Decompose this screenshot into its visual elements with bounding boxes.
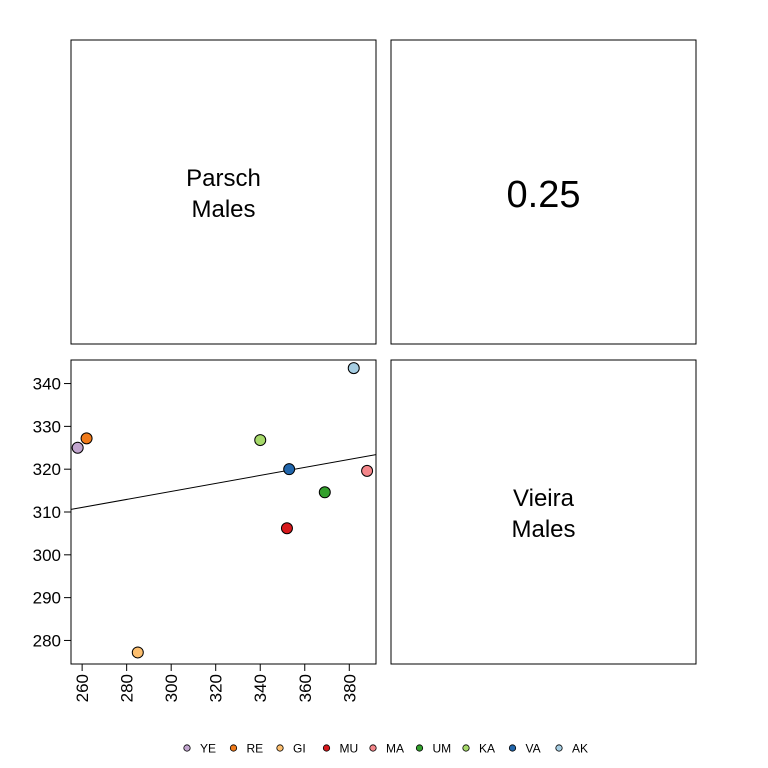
- legend-marker-um: [415, 744, 424, 752]
- point-ak: [347, 362, 360, 375]
- legend-label-va: VA: [526, 742, 541, 756]
- y-tick-label-340: 340: [33, 375, 61, 394]
- fit-line: [71, 454, 376, 510]
- point-va: [283, 463, 296, 476]
- y-tick-label-280: 280: [33, 631, 61, 650]
- correlation-value: 0.25: [507, 174, 581, 216]
- legend-label-ka: KA: [479, 742, 495, 756]
- y-tick-label-320: 320: [33, 460, 61, 479]
- point-gi: [131, 646, 144, 659]
- legend-marker-ye: [183, 744, 191, 752]
- y-tick-label-300: 300: [33, 546, 61, 565]
- diag-top-left-line1: Parsch: [186, 165, 261, 192]
- y-tick-label-290: 290: [33, 589, 61, 608]
- legend-marker-mu: [322, 744, 331, 752]
- axis-layer: 280 290 300 310 320 330 340 260 280 300 320 340 360 3…: [33, 375, 360, 703]
- diag-bottom-right-line1: Vieira: [513, 485, 575, 512]
- point-re: [80, 432, 93, 445]
- point-um: [318, 486, 331, 499]
- legend-label-mu: MU: [340, 742, 359, 756]
- x-tick-label-260: 260: [73, 674, 92, 702]
- panel-top-left: [70, 39, 377, 345]
- legend-marker-va: [508, 744, 517, 752]
- legend-marker-ka: [462, 744, 470, 752]
- legend-label-ak: AK: [572, 742, 588, 756]
- panel-scatter: [70, 359, 377, 665]
- point-ka: [254, 434, 267, 447]
- legend-label-gi: GI: [293, 742, 306, 756]
- legend-marker-ma: [369, 744, 377, 752]
- legend: YE RE GI MU MA UM KA VA AK: [183, 742, 588, 756]
- point-mu: [280, 522, 293, 535]
- diag-bottom-right-line2: Males: [511, 516, 575, 543]
- legend-marker-re: [229, 744, 238, 752]
- panel-top-right: [390, 39, 697, 345]
- legend-label-ye: YE: [200, 742, 216, 756]
- point-ye: [71, 441, 84, 454]
- legend-label-um: UM: [433, 742, 452, 756]
- panel-bottom-right: [390, 359, 697, 665]
- x-tick-label-340: 340: [251, 674, 270, 702]
- scatter-layer: [71, 362, 376, 659]
- legend-label-re: RE: [247, 742, 264, 756]
- legend-marker-gi: [276, 744, 284, 752]
- x-tick-label-300: 300: [162, 674, 181, 702]
- y-tick-label-310: 310: [33, 503, 61, 522]
- x-tick-label-380: 380: [340, 674, 359, 702]
- legend-marker-ak: [555, 744, 563, 752]
- point-ma: [361, 464, 374, 477]
- diag-top-left-line2: Males: [191, 196, 255, 223]
- legend-label-ma: MA: [386, 742, 404, 756]
- x-tick-label-280: 280: [118, 674, 137, 702]
- y-tick-label-330: 330: [33, 417, 61, 436]
- x-tick-label-360: 360: [296, 674, 315, 702]
- x-tick-label-320: 320: [207, 674, 226, 702]
